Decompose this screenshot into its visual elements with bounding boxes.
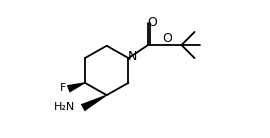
Text: H₂N: H₂N [53,102,75,112]
Text: O: O [162,32,172,45]
Text: N: N [128,51,137,63]
Text: F: F [60,83,66,93]
Text: O: O [147,16,157,29]
Polygon shape [67,82,85,93]
Polygon shape [81,95,107,111]
